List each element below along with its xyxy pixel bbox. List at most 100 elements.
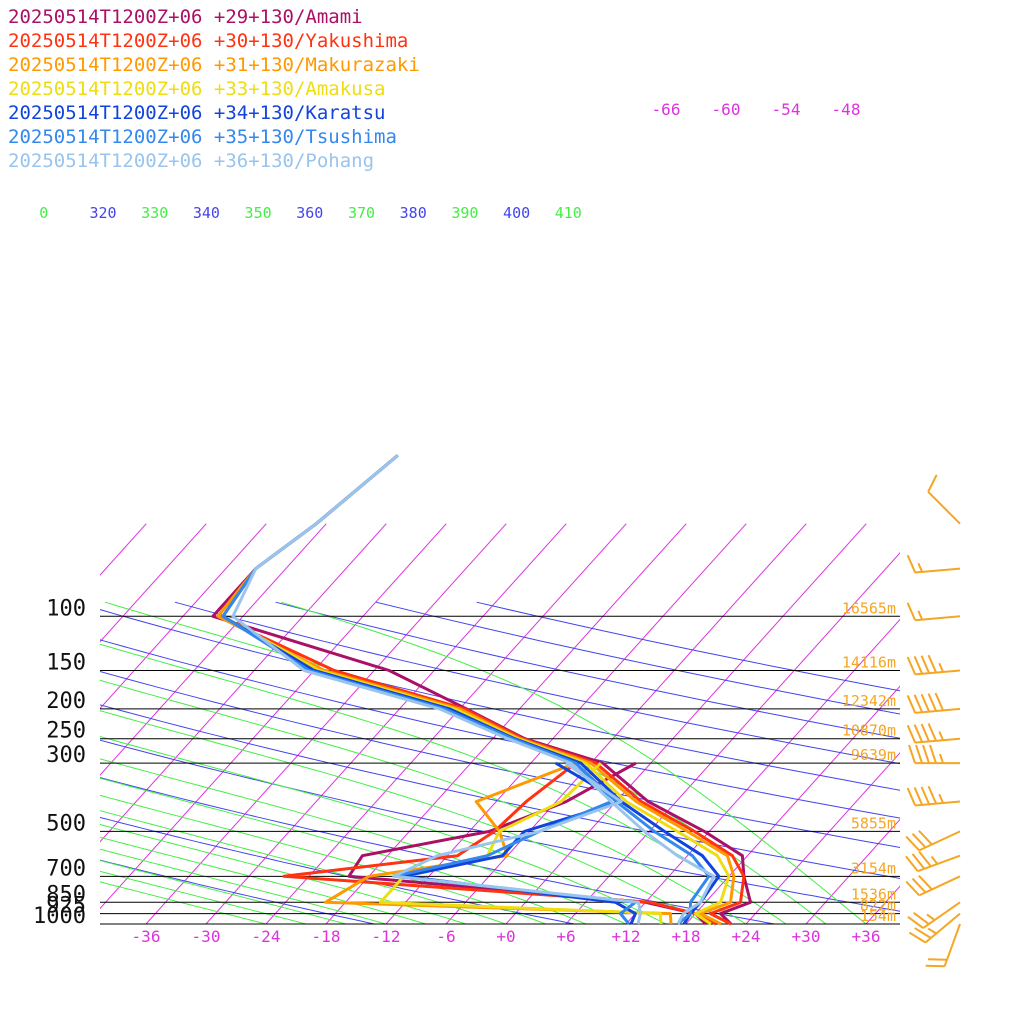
- temperature-tick-label: +0: [496, 927, 515, 946]
- wind-barb: [906, 723, 961, 744]
- temperature-tick-labels: -36 -30 -24 -18 -12 -6 +0 +6 +12 +18 +24 +30 +36: [132, 927, 881, 946]
- barb-staff: [915, 669, 961, 676]
- barb-staff: [915, 737, 961, 744]
- upper-isotherm-labels: -66 -60 -54 -48: [652, 100, 861, 119]
- theta-label: 400: [503, 204, 530, 222]
- dewpoint-profile: [282, 761, 717, 926]
- isotherm: [100, 523, 267, 710]
- upper-isotherm-label: -48: [832, 100, 861, 119]
- barb-flag: [913, 694, 924, 713]
- barb-flag: [918, 874, 933, 891]
- barb-staff: [915, 800, 961, 807]
- barb-flag: [920, 693, 931, 713]
- barb-half-flag: [938, 731, 944, 741]
- height-label: 3154m: [851, 859, 896, 877]
- theta-label: 0: [39, 204, 48, 222]
- height-label: 154m: [860, 907, 896, 925]
- pressure-label: 100: [46, 596, 86, 621]
- isotherm: [100, 523, 447, 910]
- legend-entry: 20250514T1200Z+06 +35+130/Tsushima: [8, 126, 397, 148]
- dry-adiabat: [100, 739, 900, 912]
- barb-flag: [905, 880, 920, 897]
- barb-flag: [906, 787, 917, 806]
- upper-isotherm-label: -54: [772, 100, 801, 119]
- dry-adiabat: [100, 639, 900, 819]
- temperature-tick-label: +36: [852, 927, 881, 946]
- theta-labels: 0 320 330 340 350 360 370 380 390 400 410: [39, 204, 582, 222]
- barb-flag: [920, 655, 931, 674]
- isobar-lines: [100, 615, 900, 925]
- barb-flag: [908, 744, 916, 764]
- temperature-tick-label: -12: [372, 927, 401, 946]
- barb-half-flag: [927, 927, 937, 935]
- barb-flag: [914, 927, 932, 939]
- isotherm: [986, 524, 1024, 924]
- height-label: 16565m: [842, 599, 896, 617]
- legend-entry: 20250514T1200Z+06 +33+130/Amakusa: [8, 78, 386, 100]
- isotherm: [0, 524, 26, 924]
- isotherm: [505, 523, 867, 924]
- pressure-label: 850: [46, 882, 86, 907]
- temperature-tick-label: +30: [792, 927, 821, 946]
- wind-barb: [908, 744, 960, 765]
- temperature-tick-label: +12: [612, 927, 641, 946]
- temperature-profile: [221, 454, 711, 926]
- barb-staff: [917, 854, 961, 873]
- dry-adiabat: [275, 601, 900, 739]
- sounding-profiles: [211, 454, 752, 926]
- barb-flag: [913, 724, 924, 743]
- barb-flag: [927, 474, 938, 493]
- barb-staff: [918, 875, 961, 897]
- wind-barb: [908, 912, 961, 944]
- isotherm: [745, 752, 900, 924]
- barb-half-flag: [930, 855, 939, 865]
- barb-flag: [908, 931, 927, 944]
- isotherm: [205, 523, 567, 924]
- temperature-tick-label: +6: [556, 927, 575, 946]
- temperature-tick-label: -6: [436, 927, 455, 946]
- barb-flag: [929, 744, 937, 764]
- temperature-tick-label: +24: [732, 927, 761, 946]
- isotherm: [100, 523, 387, 843]
- theta-label: 390: [451, 204, 478, 222]
- height-label: 5855m: [851, 814, 896, 832]
- height-label: 10870m: [842, 722, 896, 740]
- legend: 20250514T1200Z+06 +29+130/Amami20250514T…: [8, 6, 420, 172]
- wind-barb: [925, 923, 961, 968]
- upper-isotherm-label: -60: [712, 100, 741, 119]
- barb-flag: [911, 853, 926, 870]
- theta-label: 370: [348, 204, 375, 222]
- theta-label: 320: [89, 204, 116, 222]
- pressure-label: 150: [46, 650, 86, 675]
- barb-staff: [915, 707, 961, 714]
- wind-barb: [906, 554, 961, 574]
- pressure-label: 500: [46, 811, 86, 836]
- legend-entry: 20250514T1200Z+06 +29+130/Amami: [8, 6, 363, 28]
- isotherm: [100, 523, 207, 643]
- height-label: 9639m: [851, 746, 896, 764]
- barb-flag: [913, 911, 930, 925]
- barb-staff: [924, 912, 961, 944]
- barb-staff: [927, 491, 961, 525]
- pressure-label: 200: [46, 689, 86, 714]
- isotherm: [145, 523, 507, 924]
- dry-adiabat: [100, 670, 900, 848]
- isotherm: [926, 524, 1024, 924]
- isotherm-lines: [0, 523, 1024, 924]
- temperature-tick-label: -18: [312, 927, 341, 946]
- temperature-tick-label: -30: [192, 927, 221, 946]
- isotherm: [625, 618, 900, 924]
- theta-label: 360: [296, 204, 323, 222]
- barb-flag: [906, 602, 917, 621]
- temperature-profile: [231, 454, 716, 925]
- legend-entry: 20250514T1200Z+06 +30+130/Yakushima: [8, 30, 408, 52]
- legend-entry: 20250514T1200Z+06 +36+130/Pohang: [8, 150, 374, 172]
- wind-barb: [906, 602, 961, 622]
- barb-flag: [915, 744, 923, 764]
- barb-flag: [934, 692, 944, 711]
- barb-flag: [918, 850, 932, 867]
- pressure-label: 1000: [33, 904, 86, 929]
- wind-barb: [906, 654, 961, 676]
- height-label: 1536m: [851, 885, 896, 903]
